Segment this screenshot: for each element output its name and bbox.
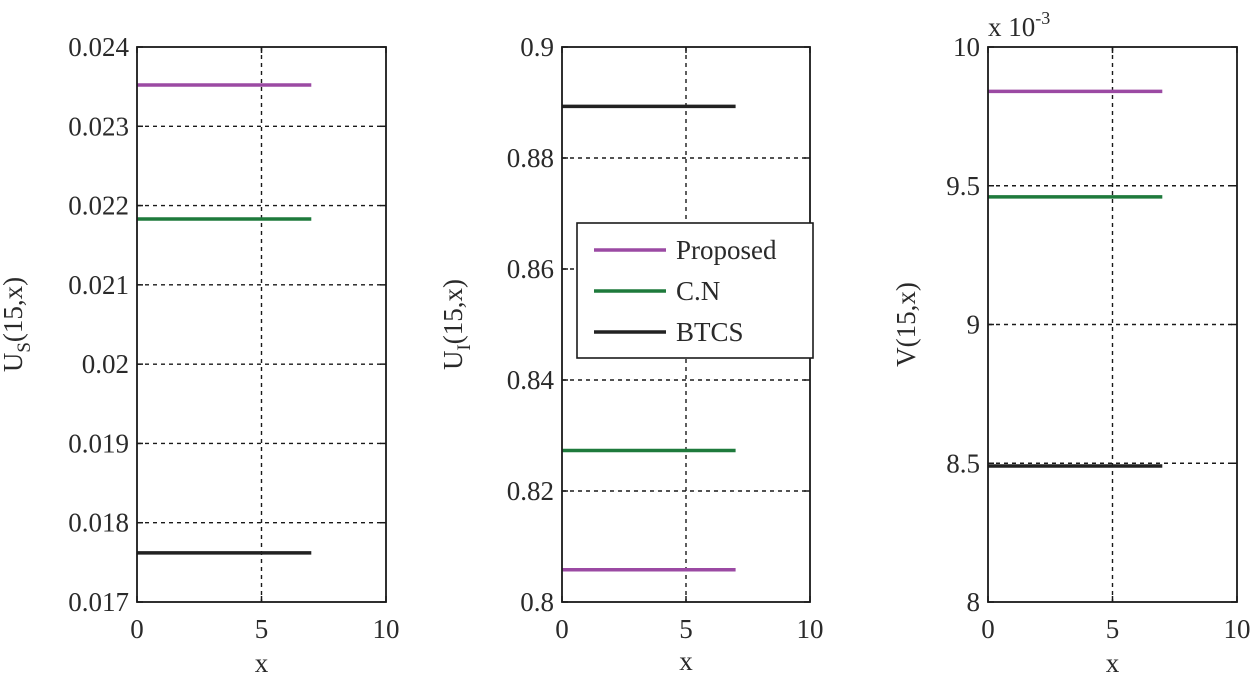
- y-tick-label: 0.018: [68, 508, 129, 538]
- x-tick-label: 10: [373, 614, 400, 644]
- x-tick-label: 0: [981, 614, 995, 644]
- y-axis-label-main: U: [438, 351, 468, 371]
- legend-entry-label: C.N: [676, 276, 720, 306]
- axis-exponent-power: -3: [1035, 8, 1050, 28]
- x-axis-label: x: [679, 646, 693, 676]
- y-axis-label-tail: (15,x): [438, 279, 468, 344]
- y-tick-label: 0.9: [520, 32, 554, 62]
- y-axis-label-main: V(15,x): [891, 282, 921, 367]
- subplot-3: 8 8.5 9 9.5 10 0 5 10 x V(15,x) x 10-3: [891, 8, 1250, 676]
- legend-entry-label: BTCS: [676, 317, 744, 347]
- x-tick-label: 5: [1106, 614, 1120, 644]
- y-tick-label: 0.86: [507, 254, 554, 284]
- y-tick-label: 0.023: [68, 111, 129, 141]
- x-tick-label: 0: [130, 614, 144, 644]
- x-axis-label: x: [255, 648, 269, 676]
- x-tick-label: 0: [555, 614, 569, 644]
- y-tick-label: 0.019: [68, 428, 129, 458]
- y-axis-label-subscript: S: [14, 342, 35, 353]
- y-axis-label-tail: (15,x): [0, 277, 28, 342]
- subplot-1: 0.017 0.018 0.019 0.02 0.021 0.022 0.023 0.024 0…: [0, 32, 400, 676]
- y-tick-label: 0.02: [82, 349, 129, 379]
- y-tick-label: 0.88: [507, 143, 554, 173]
- x-tick-label: 5: [255, 614, 269, 644]
- x-tick-label: 5: [679, 614, 693, 644]
- y-tick-label: 8.5: [946, 448, 980, 478]
- y-tick-label: 0.82: [507, 476, 554, 506]
- y-axis-label: UI(15,x): [438, 279, 475, 370]
- subplot-2: 0.8 0.82 0.84 0.86 0.88 0.9 0 5 10 x UI(15,x) Propo…: [438, 32, 824, 676]
- y-tick-label: 0.8: [520, 587, 554, 617]
- axis-exponent-label: x 10-3: [988, 8, 1050, 42]
- y-tick-label: 0.84: [507, 365, 555, 395]
- y-tick-label: 0.024: [68, 32, 129, 62]
- y-axis-label-main: U: [0, 353, 28, 373]
- legend: Proposed C.N BTCS: [576, 222, 814, 359]
- y-tick-label: 9: [967, 310, 981, 340]
- y-tick-label: 0.022: [68, 191, 129, 221]
- x-tick-label: 10: [797, 614, 824, 644]
- x-tick-label: 10: [1224, 614, 1250, 644]
- x-axis-label: x: [1106, 648, 1120, 676]
- y-tick-label: 0.017: [68, 587, 129, 617]
- y-axis-label-subscript: I: [454, 344, 475, 350]
- y-axis-label: US(15,x): [0, 277, 35, 372]
- axis-exponent-base: x 10: [988, 12, 1035, 42]
- y-tick-label: 8: [967, 587, 981, 617]
- legend-entry-label: Proposed: [676, 235, 777, 265]
- y-tick-label: 0.021: [68, 270, 129, 300]
- y-axis-label: V(15,x): [891, 282, 921, 367]
- y-tick-label: 9.5: [946, 171, 980, 201]
- y-tick-label: 10: [953, 32, 980, 62]
